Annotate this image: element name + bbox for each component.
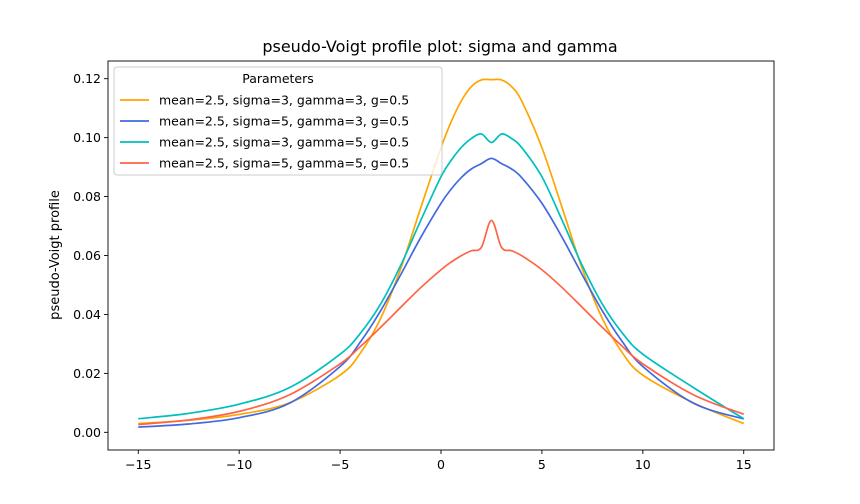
y-tick-label: 0.10 xyxy=(73,130,101,145)
legend-label-2: mean=2.5, sigma=5, gamma=3, g=0.5 xyxy=(159,114,409,129)
legend-label-3: mean=2.5, sigma=3, gamma=5, g=0.5 xyxy=(159,135,409,150)
series-line-2 xyxy=(138,157,744,428)
x-tick-label: −15 xyxy=(125,457,151,472)
axes: −15 −10 −5 0 5 10 15 0.00 0.02 0.04 0.06 0.08 0.10 0.… xyxy=(73,60,775,472)
legend: Parameters mean=2.5, sigma=3, gamma=3, g=… xyxy=(113,66,443,176)
y-tick-label: 0.06 xyxy=(73,248,101,263)
series-line-3 xyxy=(138,133,745,420)
x-tick-label: −5 xyxy=(331,457,349,472)
y-axis-title: pseudo-Voigt profile xyxy=(48,190,63,320)
legend-label-4: mean=2.5, sigma=5, gamma=5, g=0.5 xyxy=(159,156,409,171)
x-tick-label: 15 xyxy=(736,457,752,472)
y-tick-label: 0.04 xyxy=(73,307,101,322)
y-tick-label: 0.08 xyxy=(73,189,101,204)
series-line-1 xyxy=(138,78,745,425)
legend-box xyxy=(113,66,443,176)
chart-title: pseudo-Voigt profile plot: sigma and gam… xyxy=(262,37,617,56)
legend-title: Parameters xyxy=(242,71,314,86)
legend-label-1: mean=2.5, sigma=3, gamma=3, g=0.5 xyxy=(159,93,409,108)
series-line-4 xyxy=(138,219,745,426)
y-tick-label: 0.02 xyxy=(73,366,101,381)
y-tick-label: 0.00 xyxy=(73,425,101,440)
x-tick-label: 5 xyxy=(538,457,546,472)
x-tick-label: 10 xyxy=(635,457,651,472)
x-tick-label: 0 xyxy=(437,457,445,472)
y-tick-label: 0.12 xyxy=(73,71,101,86)
plot-area xyxy=(138,78,745,428)
x-tick-label: −10 xyxy=(226,457,252,472)
